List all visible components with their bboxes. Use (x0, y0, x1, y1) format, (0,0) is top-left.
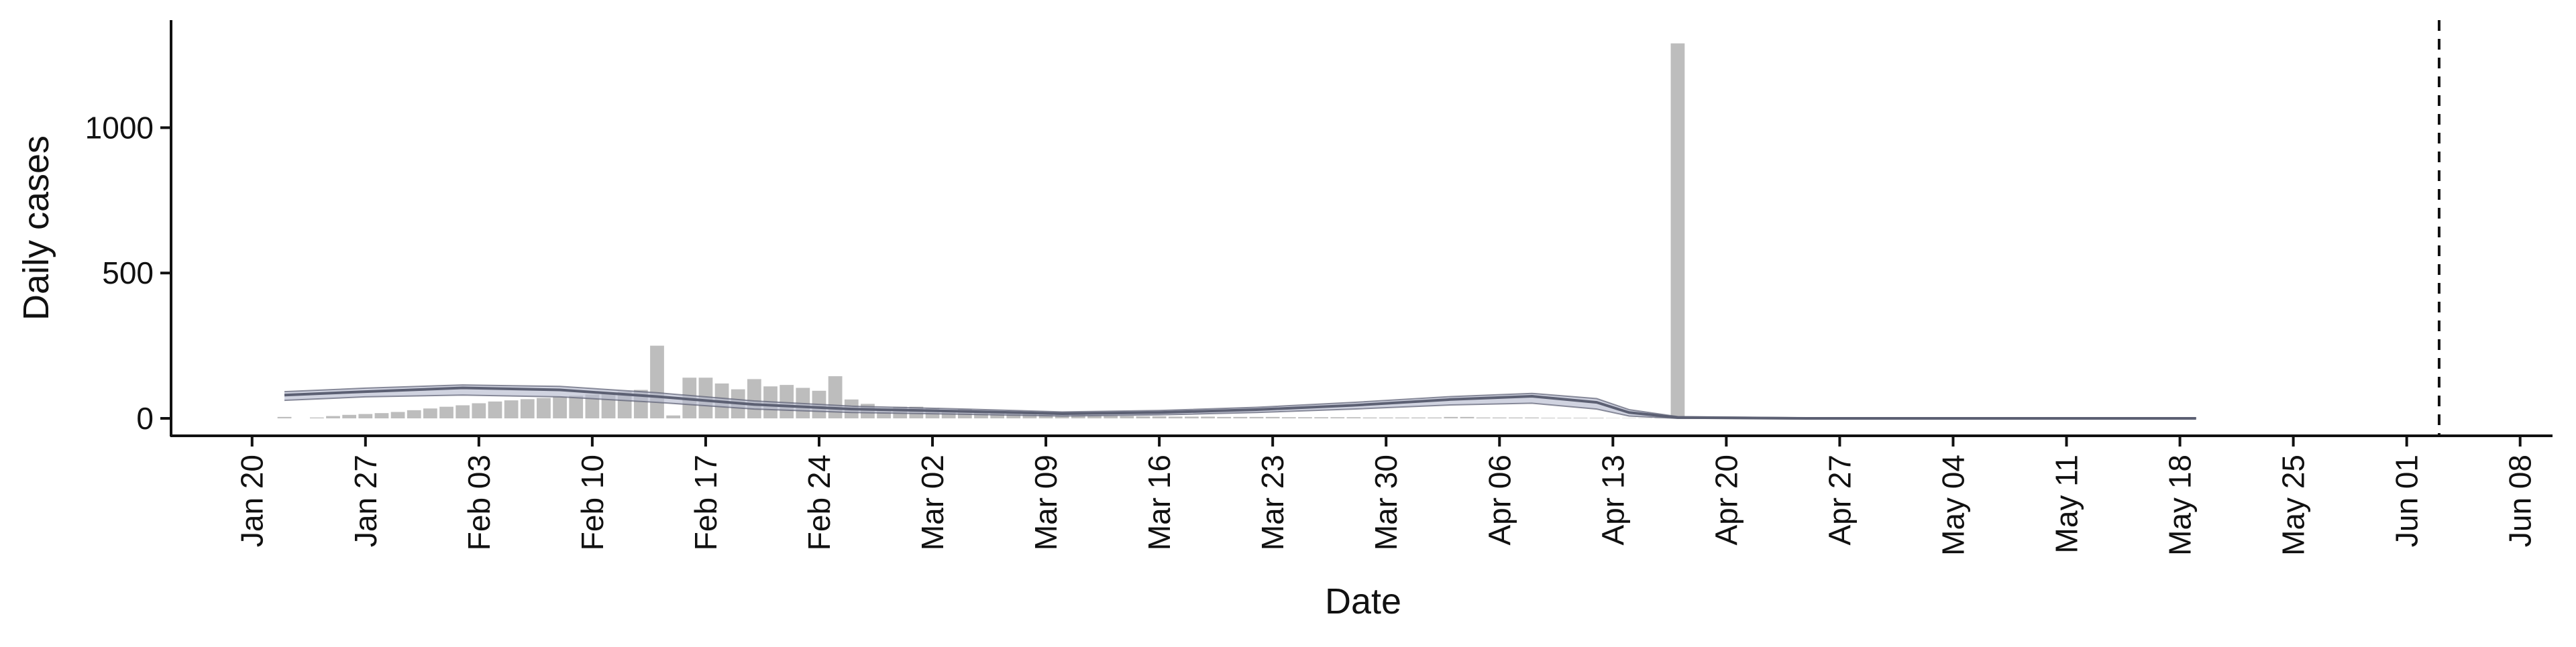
bar (1314, 417, 1328, 418)
bar (1201, 416, 1215, 418)
x-tick-label: Apr 06 (1482, 455, 1517, 546)
x-tick-label: Jan 27 (348, 455, 383, 547)
axes-layer: 0 500 1000 Jan 20 Jan 27 Feb 03 Feb 10 Feb 17 Fe… (85, 20, 2553, 556)
bar (1460, 417, 1474, 418)
y-tick-label: 500 (102, 255, 154, 290)
y-tick-label: 0 (136, 401, 154, 436)
bar (569, 396, 583, 418)
bar (747, 379, 761, 418)
bar (278, 417, 292, 418)
x-tick-label: Feb 17 (688, 455, 723, 550)
x-tick-label: Jun 08 (2503, 455, 2538, 547)
bar (1120, 416, 1134, 418)
bar (342, 415, 356, 418)
bar (1266, 417, 1280, 418)
x-tick-label: Mar 23 (1255, 455, 1290, 550)
bar (1152, 416, 1167, 418)
bar (407, 410, 421, 418)
x-tick-label: Apr 27 (1822, 455, 1857, 546)
x-tick-label: Mar 16 (1142, 455, 1177, 550)
bar (504, 400, 519, 418)
bar (391, 412, 405, 418)
bar (1298, 417, 1312, 418)
bar (1250, 417, 1264, 418)
bar (455, 405, 470, 418)
x-tick-label: Mar 30 (1368, 455, 1403, 550)
bars-layer (278, 44, 2203, 418)
bar (326, 416, 340, 418)
bar (650, 346, 664, 418)
bar (1185, 416, 1199, 418)
bar (1282, 417, 1296, 418)
x-axis-title: Date (1325, 581, 1401, 622)
bar (1169, 416, 1183, 418)
bar (423, 408, 437, 418)
bar (375, 413, 389, 418)
bar (521, 399, 535, 418)
bar (439, 407, 453, 418)
x-tick-label: May 25 (2276, 455, 2311, 556)
y-tick-label: 1000 (85, 110, 154, 145)
x-tick-label: Mar 02 (915, 455, 950, 550)
bar (1444, 417, 1458, 418)
bar (1330, 417, 1344, 418)
x-tick-label: May 18 (2163, 455, 2198, 556)
x-tick-label: Mar 09 (1028, 455, 1063, 550)
x-tick-label: Apr 13 (1595, 455, 1630, 546)
bar (1671, 44, 1685, 418)
bar (488, 402, 502, 418)
bar (666, 416, 680, 418)
x-tick-label: Feb 24 (802, 455, 837, 550)
x-tick-label: Jun 01 (2390, 455, 2424, 547)
bar (472, 403, 486, 418)
bar (780, 385, 794, 418)
bar (1217, 417, 1231, 418)
bar (553, 397, 567, 418)
x-tick-label: Feb 03 (462, 455, 496, 550)
bar (1233, 417, 1247, 418)
y-axis-title: Daily cases (16, 135, 56, 320)
x-tick-label: Feb 10 (575, 455, 610, 550)
x-tick-label: May 04 (1936, 455, 1971, 556)
bar (358, 414, 372, 418)
x-tick-label: Jan 20 (235, 455, 270, 547)
bar (1347, 417, 1361, 418)
x-tick-label: May 11 (2049, 455, 2084, 553)
bar (1136, 416, 1150, 418)
bar (537, 398, 551, 418)
x-tick-label: Apr 20 (1709, 455, 1743, 546)
